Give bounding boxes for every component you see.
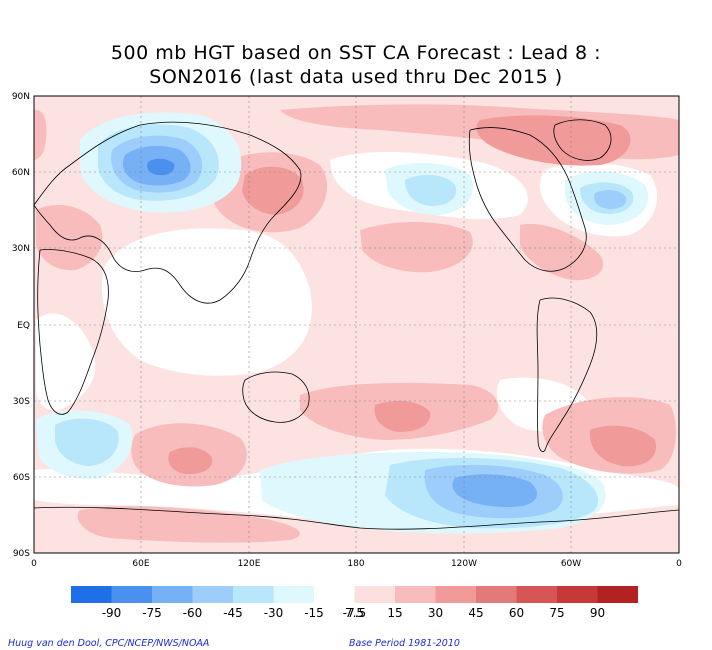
lat-label-90n: 90N [12, 92, 30, 102]
colorbar-swatch-8 [395, 586, 436, 603]
pos15-far-north-east [34, 109, 47, 160]
colorbar-label-0: -90 [102, 606, 122, 620]
lon-label-0-right: 0 [676, 559, 682, 569]
coastline-north-america [468, 127, 587, 272]
lon-axis: 0 60E 120E 180 120W 60W 0 [31, 559, 682, 569]
pos15-antarctic-band [77, 506, 300, 543]
colorbar: -90 -75 -60 -45 -30 -15 -7.57.5 15 30 45 60 75 90 [71, 586, 638, 620]
coastline-australia [242, 371, 310, 423]
colorbar-swatch-5 [273, 586, 314, 603]
pos30-east-asia [242, 166, 304, 215]
colorbar-label-12: 75 [549, 606, 564, 620]
colorbar-label-2: -60 [183, 606, 203, 620]
neutral-region-asia [101, 228, 312, 376]
pos15-north-america [520, 224, 604, 281]
lon-label-60e: 60E [132, 559, 149, 569]
neg60-siberia [147, 158, 175, 176]
lat-label-60n: 60N [12, 168, 30, 178]
colorbar-label-5: -15 [304, 606, 324, 620]
colorbar-swatch-4 [233, 586, 274, 603]
title-line-1: 500 mb HGT based on SST CA Forecast : Le… [110, 42, 602, 64]
colorbar-swatch-3 [192, 586, 233, 603]
colorbar-swatch-10 [476, 586, 517, 603]
colorbar-label-3: -45 [223, 606, 243, 620]
neg15-south-africa [55, 418, 119, 466]
neg45-southern-ocean [452, 474, 537, 508]
colorbar-swatch-11 [516, 586, 557, 603]
colorbar-swatch-6 [314, 586, 355, 603]
colorbar-swatch-13 [597, 586, 638, 603]
coastline-south-america [536, 297, 598, 453]
coastline-antarctica [34, 506, 679, 530]
graticule [34, 96, 679, 553]
coastline-eurasia [34, 121, 302, 304]
coastline-greenland [553, 119, 612, 161]
colorbar-label-11: 60 [509, 606, 524, 620]
colorbar-swatch-0 [71, 586, 112, 603]
lon-label-120w: 120W [451, 559, 477, 569]
colorbar-swatch-12 [557, 586, 598, 603]
pos30-south-indian [168, 447, 213, 475]
title-line-2: SON2016 (last data used thru Dec 2015 ) [149, 66, 563, 88]
colorbar-label-1: -75 [142, 606, 162, 620]
lat-label-60s: 60S [13, 473, 30, 483]
colorbar-swatch-2 [152, 586, 193, 603]
coastline-africa [37, 249, 109, 415]
colorbar-label-13: 90 [590, 606, 605, 620]
lon-label-180: 180 [347, 559, 364, 569]
colorbar-label-7: 7.5 [345, 606, 364, 620]
lon-label-60w: 60W [561, 559, 581, 569]
pos30-greenland [476, 115, 631, 166]
lat-label-30n: 30N [12, 244, 30, 254]
lat-label-90s: 90S [13, 549, 30, 559]
anomaly-field [34, 96, 679, 553]
neutral-region-africa [36, 313, 96, 411]
pos30-south-atlantic [589, 425, 656, 467]
lat-axis: 90N 60N 30N EQ 30S 60S 90S [12, 92, 30, 559]
pos15-europe [36, 205, 103, 271]
pos15-pacific-north [360, 222, 473, 273]
credit-author: Huug van den Dool, CPC/NCEP/NWS/NOAA [8, 638, 210, 649]
colorbar-label-10: 45 [468, 606, 483, 620]
coastlines [34, 119, 679, 530]
map-frame [33, 95, 680, 554]
neg15-north-pacific [405, 174, 457, 206]
colorbar-label-6: -7.5 [343, 606, 366, 620]
credit-base-period: Base Period 1981-2010 [349, 638, 460, 649]
pos30-south-pacific [374, 400, 431, 432]
lon-label-120e: 120E [238, 559, 261, 569]
colorbar-label-8: 15 [387, 606, 402, 620]
colorbar-swatch-9 [435, 586, 476, 603]
colorbar-label-9: 30 [428, 606, 443, 620]
colorbar-label-4: -30 [264, 606, 284, 620]
lat-label-eq: EQ [17, 321, 30, 331]
colorbar-swatch-7 [354, 586, 395, 603]
lon-label-0-left: 0 [31, 559, 37, 569]
lat-label-30s: 30S [13, 397, 30, 407]
neg30-north-atlantic [594, 189, 627, 209]
colorbar-swatch-1 [111, 586, 152, 603]
